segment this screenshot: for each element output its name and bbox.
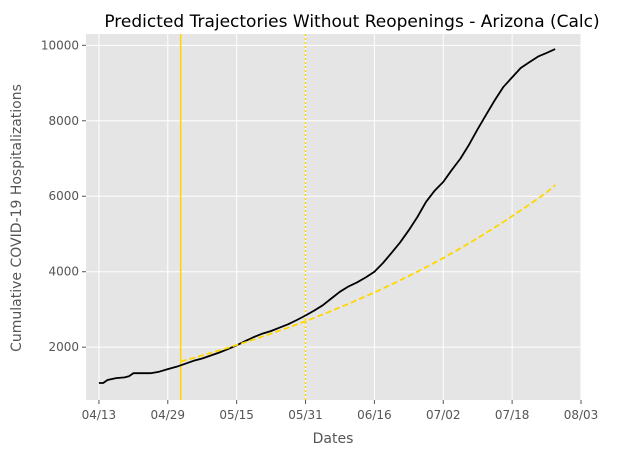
x-axis-label: Dates [313, 431, 354, 447]
series-line-dashed [180, 184, 556, 363]
x-tick-label: 07/02 [426, 408, 461, 422]
y-tick-label: 8000 [48, 114, 79, 128]
series-line-solid [98, 48, 556, 384]
y-tick-label: 2000 [48, 340, 79, 354]
x-tick-label: 04/13 [82, 408, 117, 422]
x-tick-label: 08/03 [564, 408, 599, 422]
plot-area [86, 34, 581, 400]
chart-title: Predicted Trajectories Without Reopening… [104, 12, 599, 32]
y-axis-label: Cumulative COVID-19 Hospitalizations [9, 84, 25, 352]
x-tick-label: 06/16 [357, 408, 392, 422]
y-tick-label: 10000 [41, 38, 79, 52]
reference-lines [179, 34, 307, 400]
x-tick-label: 07/18 [495, 408, 530, 422]
x-tick-label: 05/15 [219, 408, 254, 422]
x-axis-ticks: 04/13 04/29 05/15 05/31 06/16 07/02 07/18 08/03 [82, 400, 599, 422]
y-axis-ticks: 2000 4000 6000 8000 10000 [41, 38, 86, 354]
y-tick-label: 6000 [48, 189, 79, 203]
x-tick-label: 04/29 [150, 408, 185, 422]
grid-lines [86, 34, 582, 400]
x-tick-label: 05/31 [288, 408, 323, 422]
y-tick-label: 4000 [48, 265, 79, 279]
series-group [98, 48, 556, 384]
